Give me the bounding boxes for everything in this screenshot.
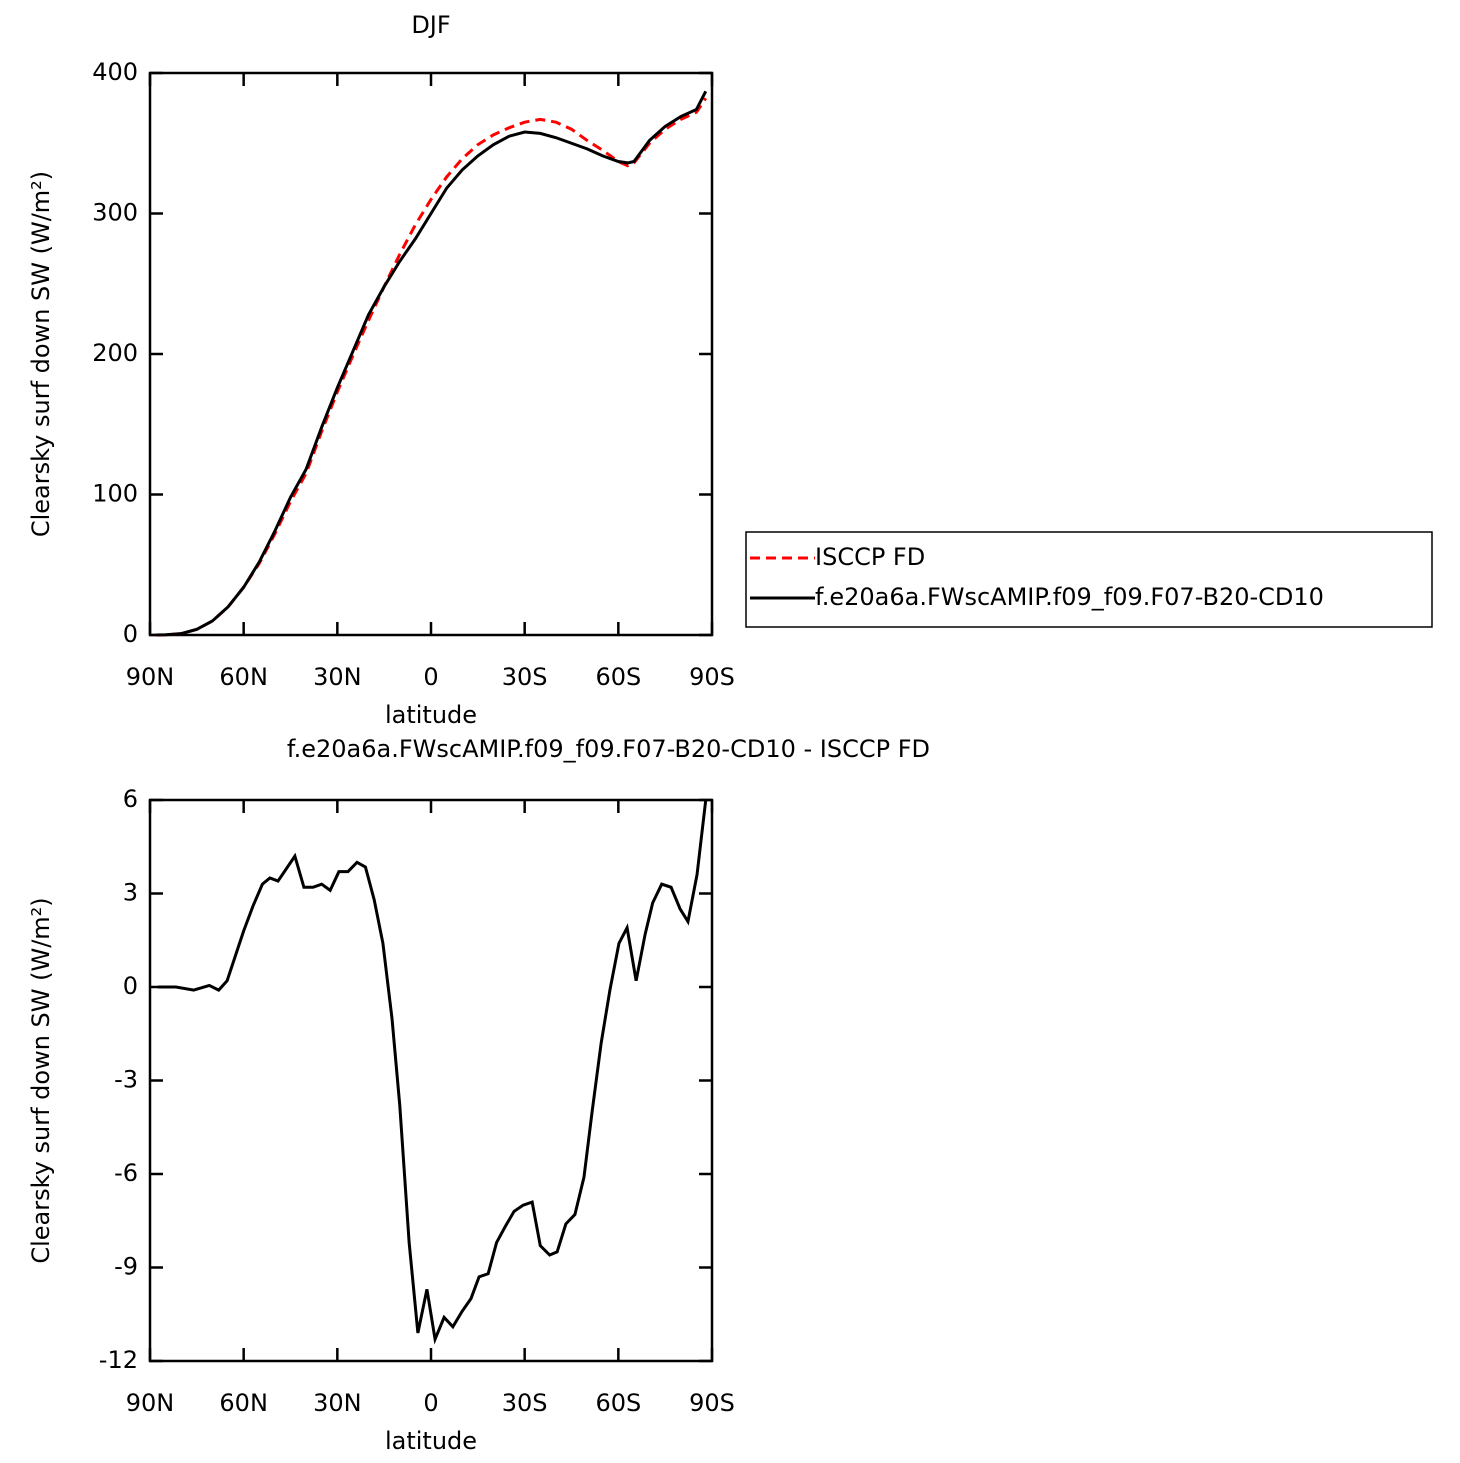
x-tick-label: 30S xyxy=(502,663,548,691)
y-tick-label: 0 xyxy=(123,972,138,1000)
x-tick-label: 30N xyxy=(313,1389,362,1417)
x-tick-label: 60N xyxy=(219,1389,268,1417)
x-tick-label: 90S xyxy=(689,1389,735,1417)
x-tick-label: 90N xyxy=(126,663,175,691)
x-tick-label: 60N xyxy=(219,663,268,691)
chart-title: DJF xyxy=(411,11,450,39)
data-line xyxy=(156,90,708,637)
y-axis-label: Clearsky surf down SW (W/m²) xyxy=(27,171,55,537)
x-axis-label: latitude xyxy=(385,701,477,729)
x-tick-label: 90S xyxy=(689,663,735,691)
chart-title: f.e20a6a.FWscAMIP.f09_f09.F07-B20-CD10 -… xyxy=(287,735,930,763)
data-line xyxy=(156,97,708,637)
y-tick-label: 200 xyxy=(92,339,138,367)
y-tick-label: 6 xyxy=(123,785,138,813)
data-line xyxy=(157,799,708,1345)
y-tick-label: 400 xyxy=(92,58,138,86)
legend-box xyxy=(745,531,1433,628)
x-axis-label: latitude xyxy=(385,1427,477,1455)
x-tick-label: 30S xyxy=(502,1389,548,1417)
plot-frame xyxy=(148,798,714,1363)
x-tick-label: 0 xyxy=(423,1389,438,1417)
y-tick-label: 100 xyxy=(92,480,138,508)
legend-label: f.e20a6a.FWscAMIP.f09_f09.F07-B20-CD10 xyxy=(815,583,1324,611)
y-tick-label: 0 xyxy=(123,620,138,648)
x-tick-label: 0 xyxy=(423,663,438,691)
y-tick-label: -9 xyxy=(114,1253,138,1281)
x-tick-label: 60S xyxy=(595,663,641,691)
y-tick-label: -6 xyxy=(114,1159,138,1187)
plot-frame xyxy=(148,71,714,637)
y-tick-label: -12 xyxy=(99,1346,138,1374)
x-tick-label: 60S xyxy=(595,1389,641,1417)
y-axis-label: Clearsky surf down SW (W/m²) xyxy=(27,897,55,1263)
y-tick-label: -3 xyxy=(114,1066,138,1094)
legend-label: ISCCP FD xyxy=(815,543,925,571)
y-tick-label: 300 xyxy=(92,199,138,227)
x-tick-label: 30N xyxy=(313,663,362,691)
y-tick-label: 3 xyxy=(123,879,138,907)
x-tick-label: 90N xyxy=(126,1389,175,1417)
